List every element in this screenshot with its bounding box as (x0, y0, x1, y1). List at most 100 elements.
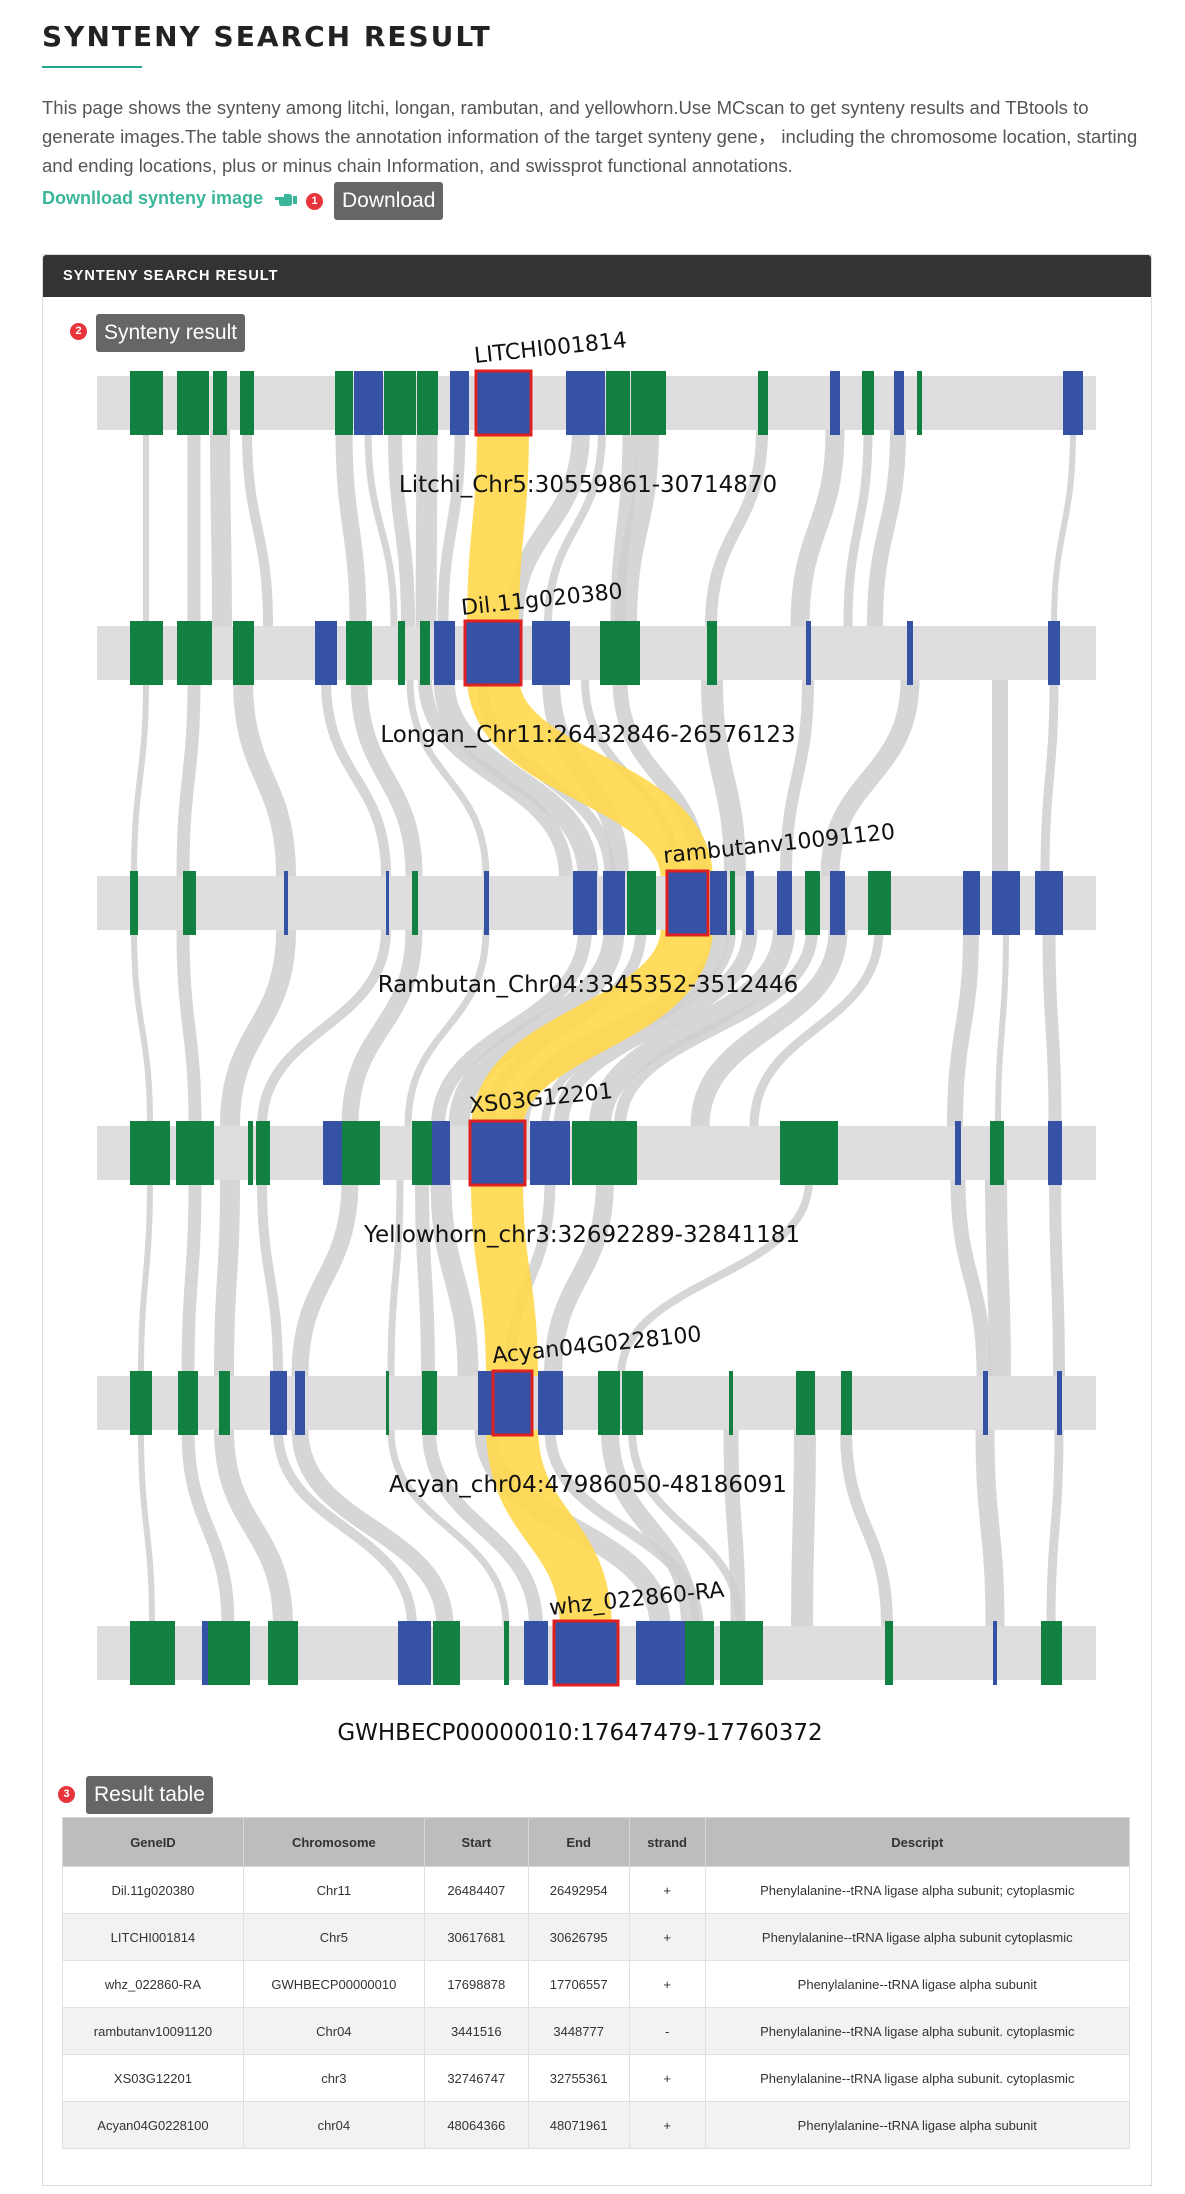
target-gene-block (665, 869, 710, 937)
gene-block (354, 371, 383, 435)
gene-block (606, 371, 630, 435)
table-row: Acyan04G0228100 chr04 48064366 48071961 … (62, 2101, 1131, 2149)
synteny-link (404, 929, 490, 1127)
synteny-link (985, 1179, 1011, 1377)
synteny-link (176, 929, 202, 1127)
gene-block (907, 621, 913, 685)
synteny-link (1040, 679, 1059, 877)
cell-start: 3441516 (423, 2007, 529, 2055)
synteny-link (341, 929, 423, 1127)
cell-descript: Phenylalanine--tRNA ligase alpha subunit (704, 2101, 1131, 2149)
gene-block (622, 1371, 643, 1435)
synteny-link (947, 929, 979, 1127)
chromosome-track (97, 1376, 1096, 1430)
gene-block (707, 621, 717, 685)
cell-start: 17698878 (423, 1960, 529, 2008)
synteny-link (867, 429, 906, 627)
gene-block (685, 1621, 714, 1685)
gene-block (730, 871, 735, 935)
gene-block (178, 1371, 198, 1435)
gene-block (746, 871, 754, 935)
synteny-link (433, 679, 599, 877)
gene-block (183, 871, 196, 935)
download-synteny-image-link[interactable]: Downlload synteny image (42, 188, 264, 208)
col-header-chromosome[interactable]: Chromosome (242, 1817, 425, 1867)
gene-block (433, 1621, 460, 1685)
gene-block (248, 1121, 253, 1185)
gene-block (631, 371, 666, 435)
chromosome-region-label: Yellowhorn_chr3:32692289-32841181 (363, 1222, 800, 1248)
col-header-end[interactable]: End (527, 1817, 630, 1867)
gene-block (780, 1121, 838, 1185)
target-gene-block (463, 619, 523, 687)
gene-block (603, 871, 625, 935)
synteny-link (544, 429, 606, 627)
gene-block (806, 621, 811, 685)
synteny-link (840, 1429, 893, 1627)
download-tag[interactable]: Download (334, 182, 444, 220)
gene-block (434, 621, 455, 685)
gene-block (758, 371, 768, 435)
target-gene-block (552, 1619, 620, 1687)
cell-strand: + (628, 1913, 706, 1961)
result-table: GeneID Chromosome Start End strand Descr… (62, 1817, 1131, 2149)
synteny-link (701, 679, 746, 877)
table-row: rambutanv10091120 Chr04 3441516 3448777 … (62, 2007, 1131, 2055)
synteny-link (291, 1429, 454, 1627)
gene-block (720, 1621, 763, 1685)
pointing-hand-icon[interactable] (274, 190, 298, 208)
result-table-tag: Result table (86, 1776, 213, 1814)
gene-block (219, 1371, 230, 1435)
chromosome-track (97, 626, 1096, 680)
synteny-link (181, 1179, 202, 1377)
gene-block (398, 621, 405, 685)
gene-block (524, 1621, 548, 1685)
col-header-geneid[interactable]: GeneID (62, 1817, 244, 1867)
synteny-link (406, 679, 490, 877)
cell-geneid: XS03G12201 (62, 2054, 244, 2102)
col-header-start[interactable]: Start (423, 1817, 529, 1867)
target-gene-block (491, 1369, 534, 1437)
synteny-link (415, 1179, 435, 1377)
gene-block (422, 1371, 437, 1435)
gene-block (420, 621, 430, 685)
cell-strand: + (628, 1866, 706, 1914)
highlight-link (486, 1425, 612, 1631)
gene-block (130, 1371, 152, 1435)
synteny-figure: Litchi_Chr5:30559861-30714870 LITCHI00181… (97, 328, 1096, 1746)
col-header-descript[interactable]: Descript (704, 1817, 1131, 1867)
cell-geneid: LITCHI001814 (62, 1913, 244, 1961)
synteny-link (387, 1179, 404, 1377)
synteny-link (242, 429, 273, 627)
table-row: whz_022860-RA GWHBECP00000010 17698878 1… (62, 1960, 1131, 2008)
gene-block (573, 871, 597, 935)
table-header-row: GeneID Chromosome Start End strand Descr… (62, 1817, 1131, 1867)
synteny-link (181, 1429, 235, 1627)
cell-chromosome: Chr11 (242, 1866, 425, 1914)
synteny-link (273, 1429, 417, 1627)
cell-end: 32755361 (527, 2054, 630, 2102)
gene-block (532, 621, 570, 685)
gene-block (572, 1121, 637, 1185)
cell-descript: Phenylalanine--tRNA ligase alpha subunit… (704, 1866, 1131, 1914)
cell-strand: + (628, 2101, 706, 2149)
gene-block (777, 871, 792, 935)
gene-block (1041, 1621, 1062, 1685)
target-gene-block (474, 369, 533, 437)
gene-block (130, 1121, 170, 1185)
gene-block (384, 371, 416, 435)
gene-block (710, 871, 727, 935)
synteny-link (214, 1179, 240, 1377)
gene-block (412, 1121, 432, 1185)
gene-block (284, 871, 288, 935)
gene-block (917, 371, 922, 435)
synteny-link (388, 429, 415, 627)
cell-start: 48064366 (423, 2101, 529, 2149)
cell-start: 32746747 (423, 2054, 529, 2102)
synteny-link (415, 429, 438, 627)
synteny-link (614, 929, 818, 1127)
synteny-link (617, 1179, 813, 1377)
gene-block (315, 621, 337, 685)
synteny-link (790, 429, 845, 627)
col-header-strand[interactable]: strand (628, 1817, 706, 1867)
